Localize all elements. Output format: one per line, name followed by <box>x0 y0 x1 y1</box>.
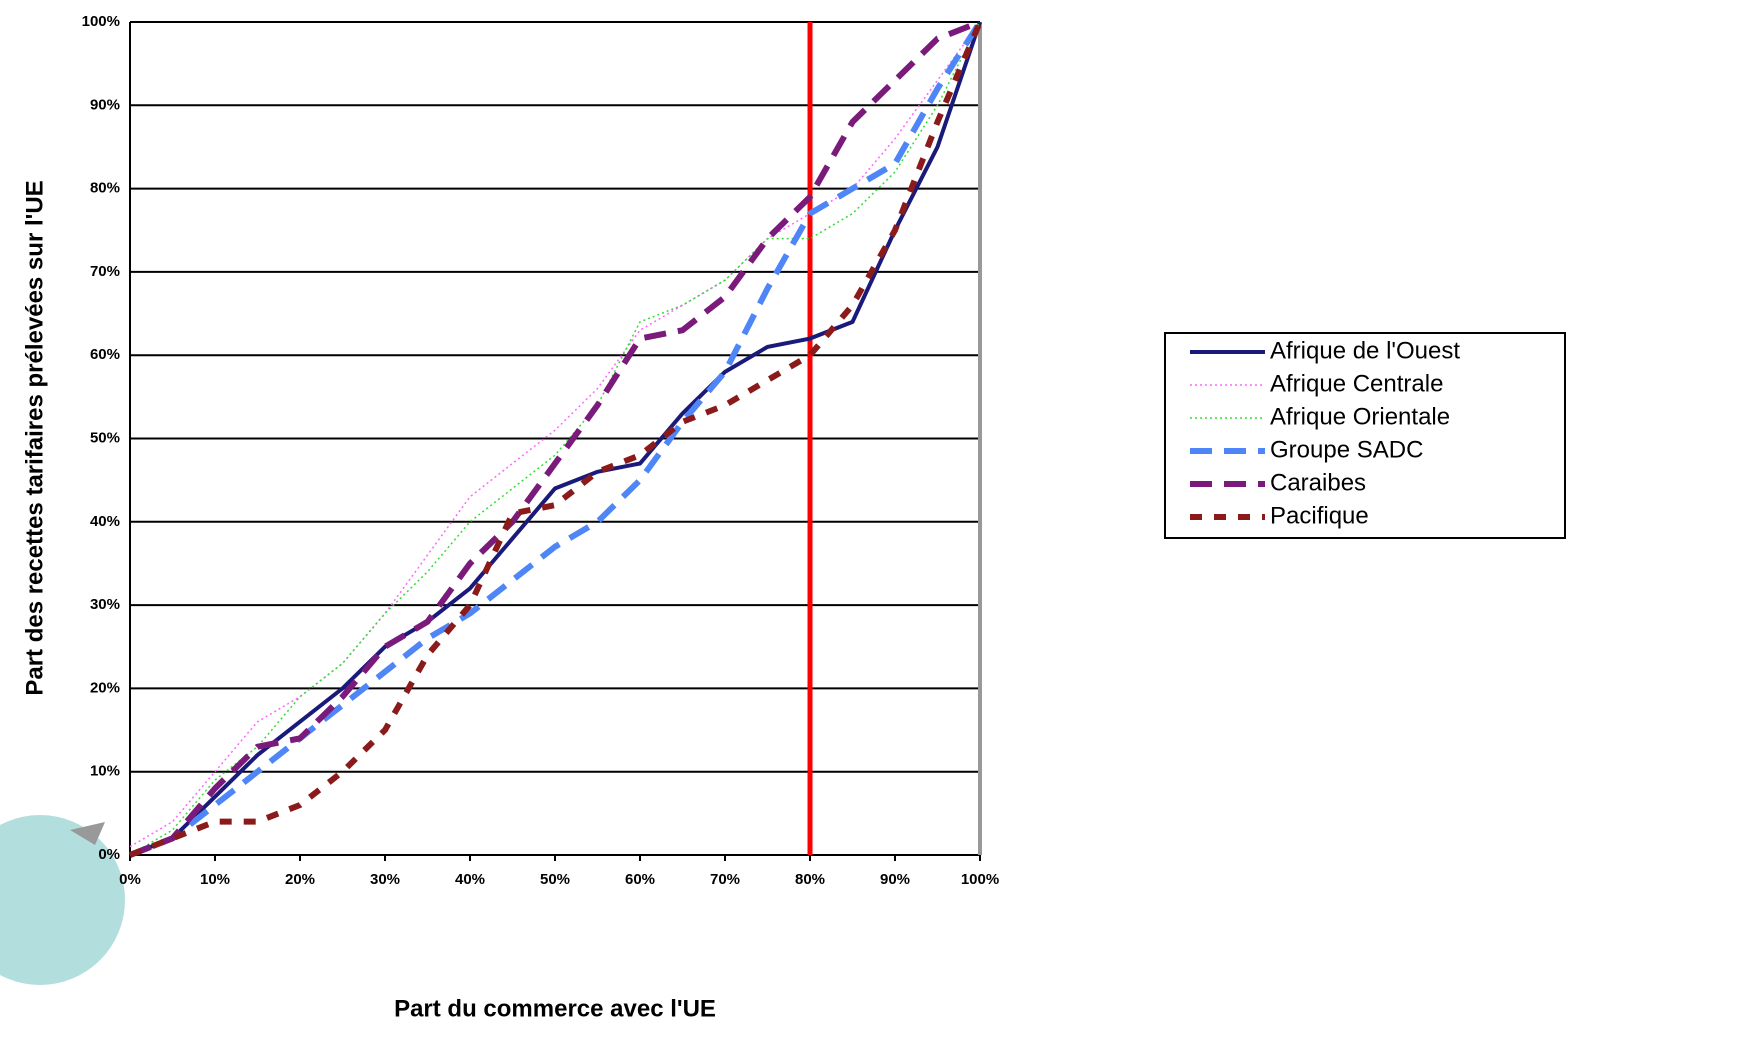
x-tick-label: 100% <box>961 871 999 888</box>
series-line <box>128 20 983 858</box>
legend-box <box>1164 332 1566 539</box>
legend-label: Pacifique <box>1270 502 1369 529</box>
series-line <box>129 21 981 856</box>
y-tick-label: 40% <box>90 513 120 530</box>
y-tick-label: 100% <box>82 13 120 30</box>
x-tick-label: 80% <box>795 871 825 888</box>
x-tick-label: 30% <box>370 871 400 888</box>
x-tick-label: 40% <box>455 871 485 888</box>
x-axis-title: Part du commerce avec l'UE <box>394 995 716 1022</box>
x-tick-label: 20% <box>285 871 315 888</box>
y-tick-label: 10% <box>90 763 120 780</box>
logo <box>0 815 125 985</box>
y-tick-label: 20% <box>90 679 120 696</box>
legend-label: Groupe SADC <box>1270 436 1423 463</box>
x-tick-label: 70% <box>710 871 740 888</box>
legend-label: Caraibes <box>1270 469 1366 496</box>
x-tick-label: 10% <box>200 871 230 888</box>
legend-label: Afrique Orientale <box>1270 403 1450 430</box>
x-tick-label: 50% <box>540 871 570 888</box>
x-tick-label: 60% <box>625 871 655 888</box>
legend-label: Afrique de l'Ouest <box>1270 337 1460 364</box>
y-tick-label: 0% <box>98 846 120 863</box>
series-line <box>128 20 983 858</box>
y-tick-label: 80% <box>90 180 120 197</box>
y-tick-label: 70% <box>90 263 120 280</box>
legend-label: Afrique Centrale <box>1270 370 1443 397</box>
series-line <box>128 19 982 858</box>
y-tick-label: 90% <box>90 96 120 113</box>
x-tick-label: 0% <box>119 871 141 888</box>
y-tick-label: 30% <box>90 596 120 613</box>
y-tick-label: 60% <box>90 346 120 363</box>
x-tick-label: 90% <box>880 871 910 888</box>
series-line <box>129 21 981 848</box>
y-tick-label: 50% <box>90 429 120 446</box>
y-axis-title: Part des recettes tarifaires prélevées s… <box>21 180 48 695</box>
